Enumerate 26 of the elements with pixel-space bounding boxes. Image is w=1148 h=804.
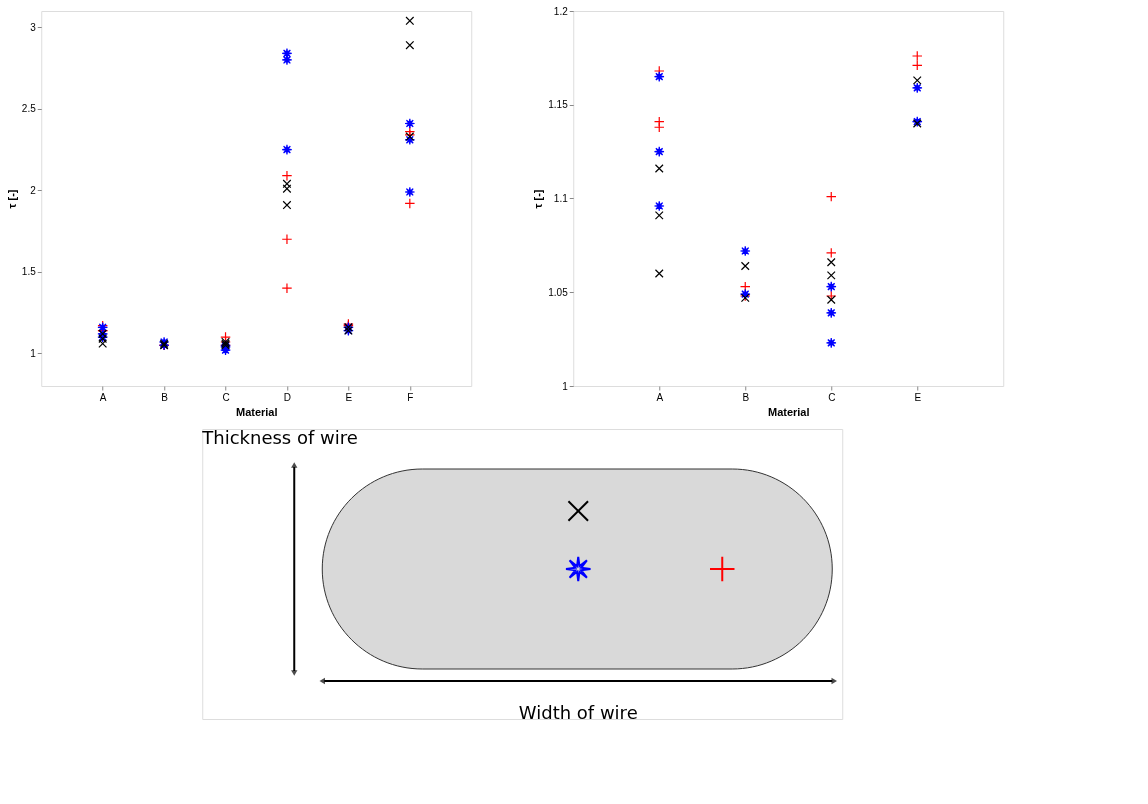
x-tick-label: C [828,391,836,403]
y-tick-label: 2 [30,184,37,196]
y-tick-label: 1.15 [548,99,569,111]
y-tick-label: 1.2 [553,5,569,17]
x-tick-label: D [283,391,292,403]
picture-wire-cross-section: Thickness of wire [202,427,358,448]
y-tick-label: 3 [30,21,37,33]
y-tick-label: 1.05 [548,286,569,298]
y-axis-title: τ [-] [5,189,18,209]
x-axis-title: Material [235,405,278,418]
y-tick-label: 1 [562,380,569,392]
x-tick-label: A [656,391,664,403]
y-tick-label: 2.5 [21,103,37,115]
x-tick-label: A [99,391,107,403]
x-tick-label: E [914,391,922,403]
y-tick-label: 1.5 [21,266,37,278]
y-tick-label: 1 [30,347,37,359]
x-tick-label: F [407,391,414,403]
x-tick-label: E [345,391,353,403]
y-tick-label: 1.1 [553,193,569,204]
x-tick-label: B [742,391,750,403]
picture-wire-cross-section: Width of wire [518,702,638,723]
x-tick-label: C [222,391,230,403]
x-tick-label: B [161,391,169,403]
y-axis-title: τ [-] [532,189,545,209]
x-axis-title: Material [767,405,810,418]
